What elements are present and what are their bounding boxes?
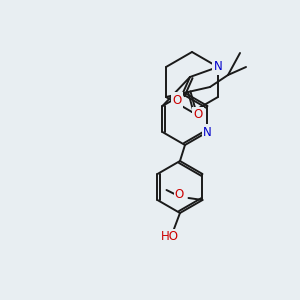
- Text: N: N: [214, 61, 222, 74]
- Text: HO: HO: [161, 230, 179, 244]
- Text: O: O: [194, 109, 202, 122]
- Text: O: O: [175, 188, 184, 202]
- Text: O: O: [172, 94, 182, 106]
- Text: N: N: [203, 125, 212, 139]
